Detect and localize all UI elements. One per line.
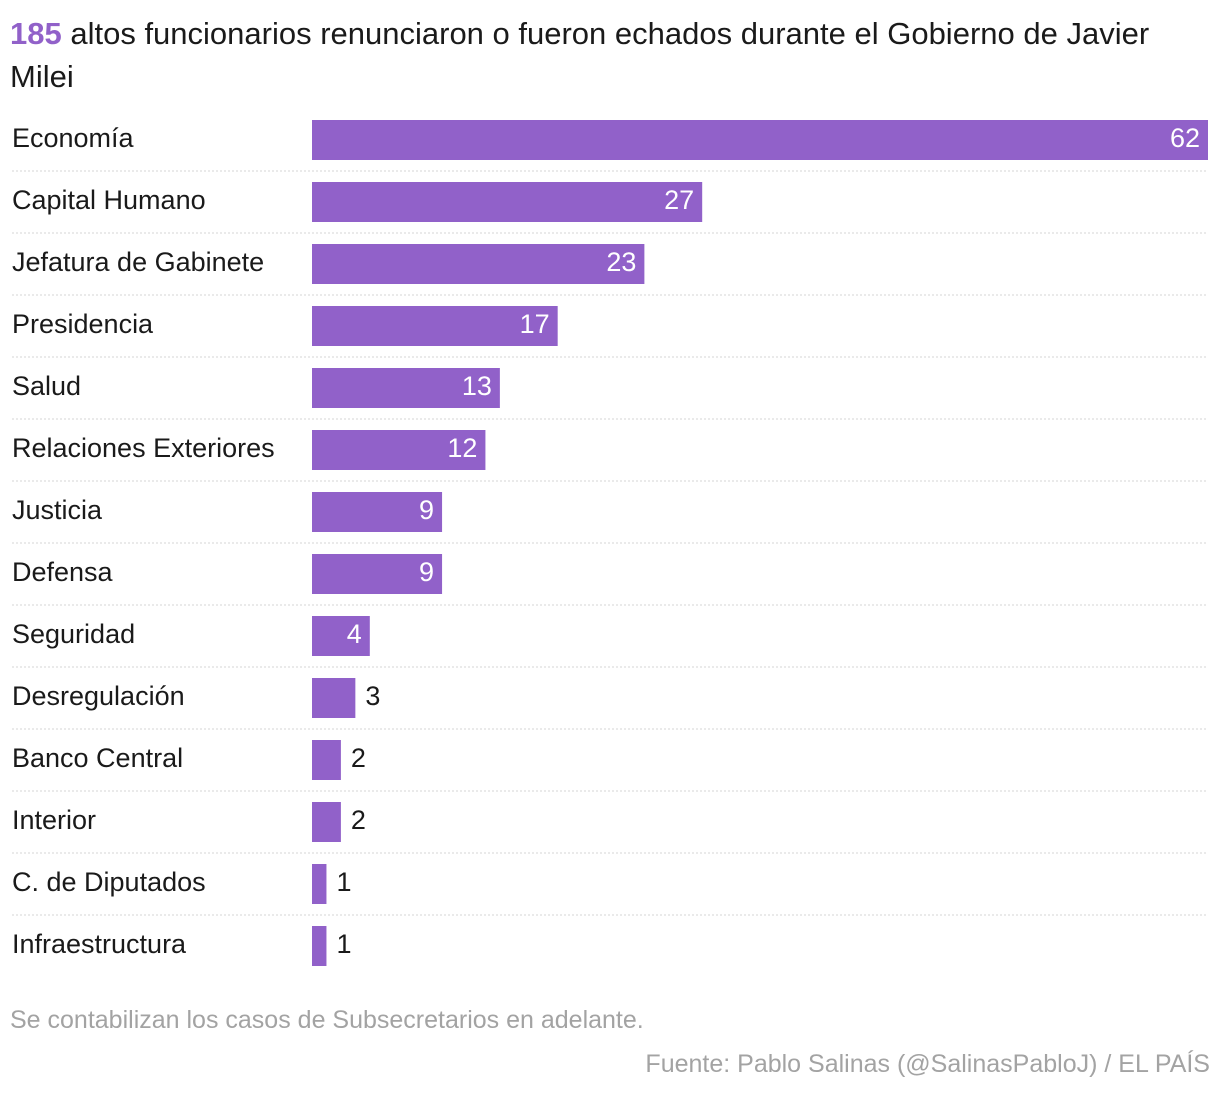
value-label: 1 bbox=[336, 929, 351, 959]
bar bbox=[312, 864, 327, 904]
bar bbox=[312, 616, 370, 656]
value-label: 1 bbox=[336, 867, 351, 897]
bar bbox=[312, 554, 443, 594]
bar bbox=[312, 678, 356, 718]
value-label: 9 bbox=[419, 557, 434, 587]
bar bbox=[312, 244, 645, 284]
category-label: Desregulación bbox=[12, 681, 185, 711]
category-label: Justicia bbox=[12, 495, 103, 525]
value-label: 12 bbox=[447, 433, 477, 463]
category-label: Presidencia bbox=[12, 309, 154, 339]
value-label: 17 bbox=[520, 309, 550, 339]
bar bbox=[312, 306, 558, 346]
value-label: 27 bbox=[664, 185, 694, 215]
chart-note: Se contabilizan los casos de Subsecretar… bbox=[10, 1006, 644, 1034]
bar bbox=[312, 368, 500, 408]
bar bbox=[312, 492, 443, 532]
value-label: 2 bbox=[351, 805, 366, 835]
bar-chart: Economía 62 Capital Humano 27 Jefatura de Ga… bbox=[12, 120, 1208, 966]
chart-title: 185 altos funcionarios renunciaron o fue… bbox=[10, 12, 1190, 98]
category-label: Capital Humano bbox=[12, 185, 206, 215]
category-label: Relaciones Exteriores bbox=[12, 433, 275, 463]
title-count: 185 bbox=[10, 16, 62, 51]
value-label: 13 bbox=[462, 371, 492, 401]
value-label: 62 bbox=[1170, 123, 1200, 153]
category-label: Defensa bbox=[12, 557, 114, 587]
chart-source: Fuente: Pablo Salinas (@SalinasPabloJ) /… bbox=[645, 1050, 1210, 1078]
category-label: Seguridad bbox=[12, 619, 135, 649]
category-label: Interior bbox=[12, 805, 96, 835]
value-label: 9 bbox=[419, 495, 434, 525]
bar bbox=[312, 120, 1208, 160]
bar bbox=[312, 926, 327, 966]
bar bbox=[312, 740, 341, 780]
title-text: altos funcionarios renunciaron o fueron … bbox=[10, 16, 1150, 94]
bar bbox=[312, 802, 341, 842]
category-label: C. de Diputados bbox=[12, 867, 206, 897]
bar bbox=[312, 430, 486, 470]
category-label: Banco Central bbox=[12, 743, 183, 773]
value-label: 3 bbox=[365, 681, 380, 711]
category-label: Economía bbox=[12, 123, 135, 153]
category-label: Salud bbox=[12, 371, 81, 401]
bar bbox=[312, 182, 703, 222]
value-label: 23 bbox=[606, 247, 636, 277]
category-label: Jefatura de Gabinete bbox=[12, 247, 264, 277]
value-label: 4 bbox=[347, 619, 362, 649]
value-label: 2 bbox=[351, 743, 366, 773]
category-label: Infraestructura bbox=[12, 929, 187, 959]
